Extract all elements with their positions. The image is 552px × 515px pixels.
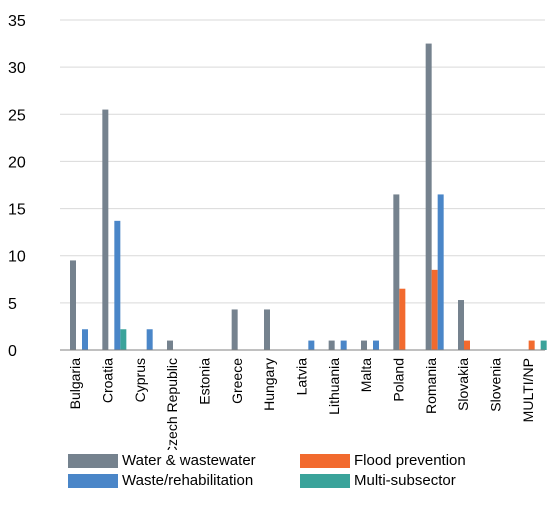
bar-chart: 0 5 10 15 20 25 30 35 Bulgaria Croatia Cyprus Czec… xyxy=(8,13,547,450)
y-tick-label-30: 30 xyxy=(8,60,26,77)
x-tick-label-croatia: Croatia xyxy=(100,358,116,403)
y-axis-tick-labels: 0 5 10 15 20 25 30 35 xyxy=(8,13,26,360)
legend-item-water-wastewater: Water & wastewater xyxy=(68,452,256,469)
bar-waste-rehabilitation-latvia xyxy=(308,340,315,350)
x-tick-label-cyprus: Cyprus xyxy=(132,358,148,402)
x-axis-tick-labels: Bulgaria Croatia Cyprus Czech Republic Eston… xyxy=(67,358,536,450)
x-tick-label-czech-republic: Czech Republic xyxy=(164,358,180,450)
bar-water-wastewater-bulgaria xyxy=(70,260,76,350)
x-tick-label-greece: Greece xyxy=(229,358,245,404)
legend-swatch-waste-rehabilitation xyxy=(68,473,118,488)
x-tick-label-lithuania: Lithuania xyxy=(326,358,342,415)
bar-water-wastewater-greece xyxy=(231,309,238,350)
bar-flood-prevention-multi-np xyxy=(528,340,535,350)
x-tick-label-romania: Romania xyxy=(423,358,439,414)
y-tick-label-20: 20 xyxy=(8,154,26,171)
bar-water-wastewater-hungary xyxy=(264,309,270,350)
legend-swatch-multi-subsector xyxy=(300,473,350,488)
bars xyxy=(70,43,547,350)
legend-item-multi-subsector: Multi-subsector xyxy=(300,472,456,489)
gridlines xyxy=(60,19,545,304)
bar-water-wastewater-romania xyxy=(425,43,432,350)
x-tick-label-poland: Poland xyxy=(391,358,407,402)
y-tick-label-0: 0 xyxy=(8,343,17,360)
legend-label-multi-subsector: Multi-subsector xyxy=(354,472,456,489)
bar-flood-prevention-poland xyxy=(399,288,406,350)
x-tick-label-hungary: Hungary xyxy=(261,358,277,411)
bar-waste-rehabilitation-malta xyxy=(373,340,379,350)
bar-waste-rehabilitation-bulgaria xyxy=(82,329,88,350)
y-tick-label-10: 10 xyxy=(8,249,26,266)
bar-waste-rehabilitation-cyprus xyxy=(146,329,153,350)
x-tick-label-malta: Malta xyxy=(358,358,374,392)
bar-water-wastewater-poland xyxy=(393,194,400,350)
bar-flood-prevention-slovakia xyxy=(464,340,470,350)
x-tick-label-bulgaria: Bulgaria xyxy=(67,358,83,410)
y-tick-label-5: 5 xyxy=(8,296,17,313)
x-tick-label-slovenia: Slovenia xyxy=(488,358,504,412)
legend-label-water-wastewater: Water & wastewater xyxy=(122,452,256,469)
bar-water-wastewater-croatia xyxy=(102,109,109,350)
legend-swatch-water-wastewater xyxy=(68,453,118,468)
x-tick-label-slovakia: Slovakia xyxy=(455,358,471,411)
x-tick-label-latvia: Latvia xyxy=(294,358,310,396)
bar-waste-rehabilitation-lithuania xyxy=(340,340,347,350)
x-tick-label-estonia: Estonia xyxy=(197,358,213,405)
y-tick-label-25: 25 xyxy=(8,107,26,124)
y-tick-label-35: 35 xyxy=(8,13,26,30)
bar-multi-subsector-croatia xyxy=(120,329,127,350)
bar-water-wastewater-slovakia xyxy=(458,300,464,350)
bar-waste-rehabilitation-croatia xyxy=(114,220,121,350)
legend-label-waste-rehabilitation: Waste/rehabilitation xyxy=(122,472,254,489)
legend-item-waste-rehabilitation: Waste/rehabilitation xyxy=(68,472,253,489)
bar-water-wastewater-czech-republic xyxy=(167,340,173,350)
bar-flood-prevention-romania xyxy=(431,269,438,350)
bar-waste-rehabilitation-romania xyxy=(437,194,444,350)
x-tick-label-multi-np: MULTI/NP xyxy=(520,358,536,422)
bar-multi-subsector-multi-np xyxy=(540,340,547,350)
bar-water-wastewater-lithuania xyxy=(328,340,335,350)
legend-label-flood-prevention: Flood prevention xyxy=(354,452,466,469)
legend-swatch-flood-prevention xyxy=(300,453,350,468)
legend-item-flood-prevention: Flood prevention xyxy=(300,452,466,469)
y-tick-label-15: 15 xyxy=(8,202,26,219)
bar-water-wastewater-malta xyxy=(361,340,367,350)
